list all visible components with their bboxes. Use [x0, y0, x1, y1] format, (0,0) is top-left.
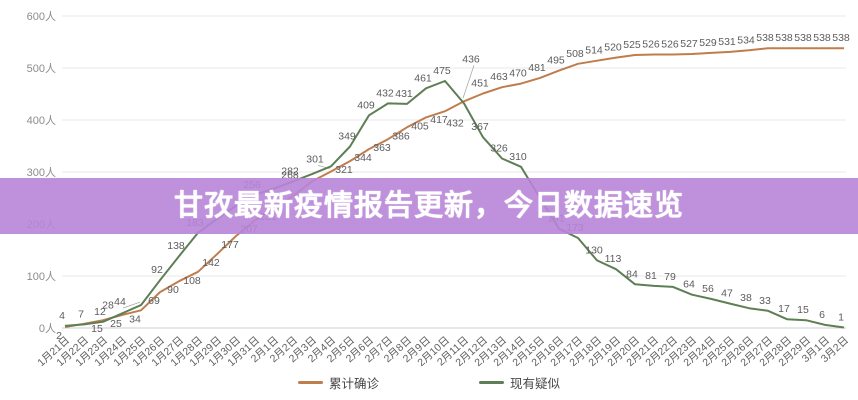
- data-point-label: 481: [528, 62, 546, 74]
- legend-label-suspected: 现有疑似: [510, 377, 561, 391]
- data-point-label: 34: [129, 313, 141, 325]
- y-axis-tick-label: 400人: [27, 114, 56, 127]
- data-point-label: 92: [151, 264, 163, 276]
- data-point-label: 2: [56, 330, 62, 342]
- y-axis-tick-label: 500人: [27, 62, 56, 75]
- data-point-label: 538: [756, 32, 774, 44]
- data-point-label: 431: [395, 88, 413, 100]
- data-point-label: 451: [471, 77, 489, 89]
- data-point-label: 405: [411, 120, 429, 132]
- data-point-label: 526: [661, 38, 679, 50]
- data-point-label: 495: [547, 55, 565, 67]
- data-point-label: 326: [490, 142, 508, 154]
- data-point-label: 436: [462, 53, 480, 65]
- data-point-label: 538: [832, 32, 850, 44]
- data-point-label: 321: [335, 164, 353, 176]
- data-point-label: 38: [740, 292, 752, 304]
- chart-legend: 累计确诊 现有疑似: [0, 373, 858, 392]
- data-point-label: 1: [838, 311, 844, 323]
- label-callout-line: [462, 65, 475, 99]
- data-point-label: 527: [680, 38, 698, 50]
- data-point-label: 17: [778, 303, 790, 315]
- data-point-label: 69: [148, 295, 160, 307]
- data-point-label: 526: [642, 38, 660, 50]
- data-point-label: 6: [819, 309, 825, 321]
- data-point-label: 25: [110, 318, 122, 330]
- data-point-label: 90: [167, 284, 179, 296]
- data-point-label: 7: [78, 308, 84, 320]
- confirmed-line-icon: [297, 381, 323, 384]
- suspected-series-line: [64, 80, 845, 329]
- data-point-label: 177: [221, 239, 239, 251]
- data-point-label: 12: [94, 306, 106, 318]
- data-point-label: 15: [797, 304, 809, 316]
- data-point-label: 349: [338, 131, 356, 143]
- suspected-line-icon: [479, 381, 504, 384]
- data-point-label: 138: [167, 240, 185, 252]
- page-title: 甘孜最新疫情报告更新，今日数据速览: [173, 189, 684, 222]
- data-point-label: 310: [509, 151, 527, 163]
- data-point-label: 475: [433, 65, 451, 77]
- data-point-label: 4: [59, 310, 65, 322]
- data-point-label: 64: [683, 279, 695, 291]
- legend-item-confirmed[interactable]: 累计确诊: [297, 373, 379, 392]
- data-point-label: 417: [430, 114, 448, 126]
- data-point-label: 514: [585, 45, 603, 57]
- legend-label-confirmed: 累计确诊: [328, 377, 379, 391]
- data-point-label: 525: [623, 39, 641, 51]
- data-point-label: 529: [699, 37, 717, 49]
- data-point-label: 81: [645, 270, 657, 282]
- data-point-label: 79: [664, 271, 676, 283]
- data-point-label: 520: [604, 42, 622, 54]
- y-axis-tick-label: 300人: [27, 166, 56, 179]
- y-axis-tick-label: 100人: [27, 270, 56, 283]
- data-point-label: 33: [759, 295, 771, 307]
- y-axis-tick-label: 0人: [39, 322, 56, 335]
- confirmed-series-line: [64, 47, 844, 328]
- title-banner: 甘孜最新疫情报告更新，今日数据速览: [0, 178, 858, 234]
- data-point-label: 538: [775, 32, 793, 44]
- data-point-label: 463: [490, 71, 508, 83]
- data-point-label: 367: [471, 121, 489, 133]
- data-point-label: 56: [702, 283, 714, 295]
- data-point-label: 363: [373, 142, 391, 154]
- data-point-label: 534: [737, 34, 755, 46]
- data-point-label: 282: [281, 165, 299, 177]
- data-point-label: 15: [91, 323, 103, 335]
- data-point-label: 142: [202, 257, 220, 269]
- data-point-label: 409: [357, 99, 375, 111]
- data-point-label: 108: [183, 275, 201, 287]
- legend-item-suspected[interactable]: 现有疑似: [479, 373, 560, 392]
- data-point-label: 531: [718, 36, 736, 48]
- data-point-label: 470: [509, 68, 527, 80]
- data-point-label: 386: [392, 130, 410, 142]
- data-point-label: 301: [306, 153, 324, 165]
- data-point-label: 47: [721, 288, 733, 300]
- data-point-label: 538: [794, 32, 812, 44]
- data-point-label: 508: [566, 48, 584, 60]
- label-callout-line: [122, 301, 141, 309]
- data-point-label: 538: [813, 32, 831, 44]
- data-point-label: 432: [376, 87, 394, 99]
- data-point-label: 344: [354, 152, 372, 164]
- data-point-label: 130: [585, 244, 603, 256]
- data-point-label: 113: [605, 253, 622, 265]
- data-point-label: 44: [114, 296, 126, 308]
- y-axis-tick-label: 600人: [27, 10, 56, 23]
- data-point-label: 461: [414, 72, 432, 84]
- data-point-label: 28: [102, 299, 114, 311]
- data-point-label: 432: [446, 117, 464, 129]
- data-point-label: 84: [626, 268, 638, 280]
